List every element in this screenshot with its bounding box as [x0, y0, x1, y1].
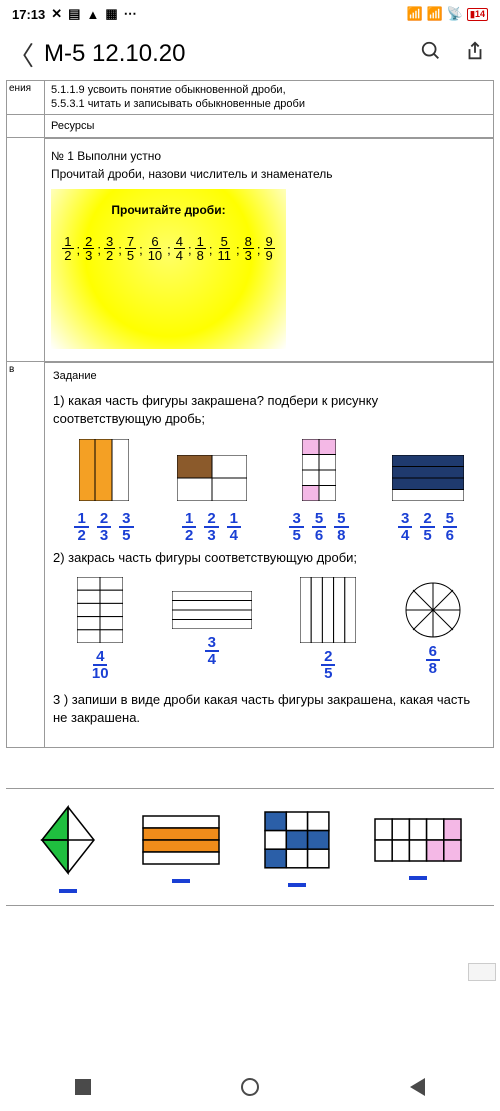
status-bar: 17:13 ✕ ▤ ▲ ▦ ⋯ 📶 📶 📡 ▮14 [0, 0, 500, 28]
clock: 17:13 [12, 7, 45, 22]
signal-icon-2: 📶 [427, 6, 443, 22]
document-content: ения 5.1.1.9 усвоить понятие обыкновенно… [0, 80, 500, 906]
task1-box: № 1 Выполни устно Прочитай дроби, назови… [45, 138, 493, 361]
recents-button[interactable] [75, 1079, 91, 1095]
bottom-shape[interactable] [38, 805, 98, 893]
shape-option[interactable]: 342556 [392, 455, 464, 543]
back-button[interactable]: 〈 [8, 36, 34, 73]
shape-fill-task[interactable]: 410 [77, 577, 123, 681]
bottom-shapes-row [6, 788, 494, 906]
battery-icon: ▮14 [467, 8, 488, 21]
share-icon[interactable] [458, 40, 492, 68]
goals-cell: 5.1.1.9 усвоить понятие обыкновенной дро… [45, 81, 493, 114]
shape-option[interactable]: 122314 [177, 455, 247, 543]
message-icon: ▤ [68, 6, 80, 22]
search-icon[interactable] [414, 40, 448, 68]
system-nav-bar [0, 1063, 500, 1111]
scroll-indicator [468, 963, 496, 981]
shape-fill-task[interactable]: 68 [405, 582, 461, 676]
more-icon: ⋯ [124, 6, 137, 22]
app-header: 〈 M-5 12.10.20 [0, 28, 500, 80]
yellow-panel: Прочитайте дроби: 12;23;32;75;610;44;18;… [51, 189, 286, 349]
resources-label: Ресурсы [45, 115, 493, 137]
task2-left-label: в [7, 362, 45, 747]
grid-icon: ▦ [105, 6, 117, 22]
task2-section: Задание 1) какая часть фигуры закрашена?… [45, 362, 493, 747]
home-button[interactable] [241, 1078, 259, 1096]
signal-icon: 📶 [406, 6, 422, 22]
bottom-shape[interactable] [264, 811, 330, 887]
left-cell: ения [7, 81, 45, 114]
page-title: M-5 12.10.20 [44, 40, 404, 68]
warning-icon: ▲ [86, 7, 99, 22]
bottom-shape[interactable] [142, 815, 220, 883]
wifi-icon: 📡 [447, 6, 463, 22]
shape-option[interactable]: 122335 [74, 439, 133, 543]
back-nav-button[interactable] [410, 1078, 425, 1096]
bottom-shape[interactable] [374, 818, 462, 880]
bell-off-icon: ✕ [51, 6, 62, 22]
shape-fill-task[interactable]: 25 [300, 577, 356, 681]
shape-fill-task[interactable]: 34 [172, 591, 252, 667]
shape-option[interactable]: 355658 [289, 439, 348, 543]
